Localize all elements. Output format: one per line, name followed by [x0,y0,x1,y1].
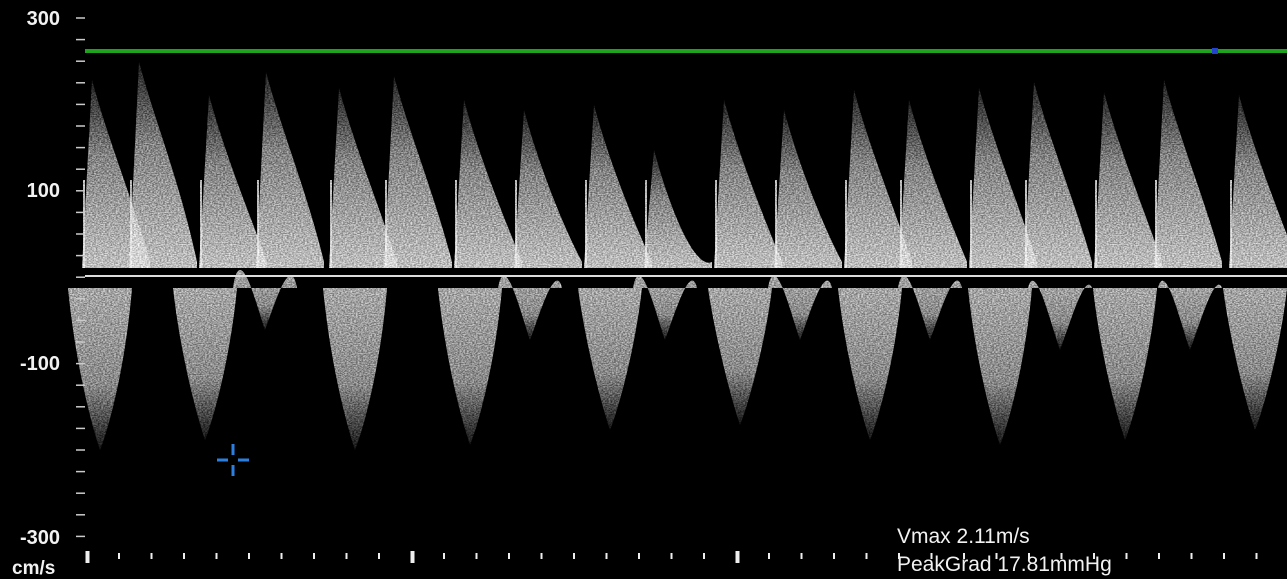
tick-label: 100 [27,180,60,202]
time-tick [183,553,185,559]
time-tick [313,553,315,559]
tick-label: -100 [20,353,60,375]
time-tick [216,553,218,559]
time-tick [508,553,510,559]
time-tick [1223,553,1225,559]
vmax: Vmax 2.11m/s [897,525,1030,548]
doppler-display: 300 100 -100 -300 cm/s Vmax 2.11m/s Peak… [0,0,1287,579]
time-tick [86,551,90,563]
time-tick [1191,553,1193,559]
time-tick [573,553,575,559]
time-tick [1126,553,1128,559]
time-tick [443,553,445,559]
time-tick [866,553,868,559]
time-tick [801,553,803,559]
time-tick [833,553,835,559]
time-tick [606,553,608,559]
time-tick [736,551,740,563]
time-tick [118,553,120,559]
unit-label: cm/s [12,558,55,579]
time-tick [671,553,673,559]
time-tick [378,553,380,559]
tick-label: 300 [27,8,60,30]
time-tick [638,553,640,559]
time-tick [411,551,415,563]
time-tick [281,553,283,559]
tick-label: -300 [20,527,60,549]
time-tick [476,553,478,559]
time-tick [151,553,153,559]
time-tick [703,553,705,559]
time-tick [768,553,770,559]
time-tick [1256,553,1258,559]
time-tick [541,553,543,559]
peak-gradient: PeakGrad 17.81mmHg [897,553,1112,576]
time-tick [1158,553,1160,559]
time-tick [346,553,348,559]
time-tick [248,553,250,559]
marker [1212,48,1218,54]
